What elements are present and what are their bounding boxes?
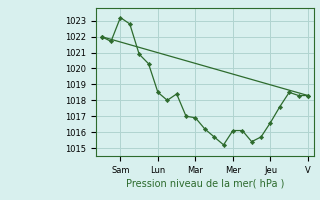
X-axis label: Pression niveau de la mer( hPa ): Pression niveau de la mer( hPa ) [126, 179, 284, 189]
